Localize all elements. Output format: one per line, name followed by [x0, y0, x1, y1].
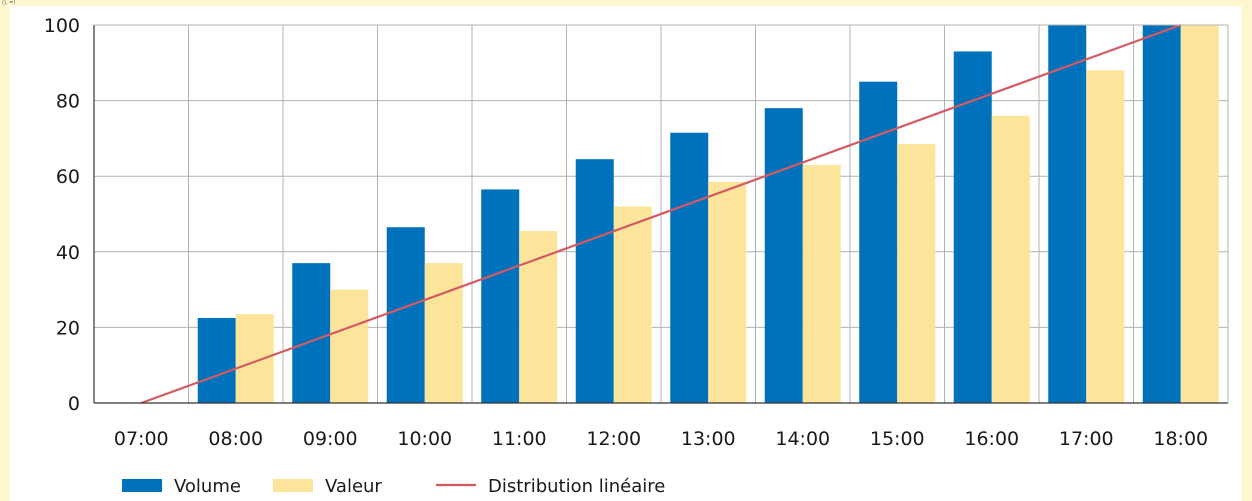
y-tick-label: 100	[44, 15, 80, 37]
bar-valeur-11:00	[519, 231, 558, 403]
legend-label: Volume	[174, 476, 241, 497]
bar-valeur-15:00	[897, 144, 936, 403]
y-tick-labels: 0 20 40 60 80 100	[44, 15, 80, 415]
bar-volume-16:00	[953, 51, 992, 404]
bar-volume-17:00	[1048, 25, 1087, 403]
bar-volume-18:00	[1142, 25, 1181, 403]
legend: Volume Valeur Distribution linéaire	[122, 476, 665, 497]
y-tick-label: 60	[56, 166, 80, 188]
x-tick-label: 07:00	[114, 428, 169, 450]
y-tick-label: 0	[68, 393, 80, 415]
legend-label: Distribution linéaire	[488, 476, 665, 497]
y-tick-label: 80	[56, 91, 80, 113]
bar-volume-10:00	[386, 227, 425, 403]
x-tick-label: 16:00	[964, 428, 1019, 450]
x-tick-label: 08:00	[208, 428, 263, 450]
bar-valeur-17:00	[1086, 70, 1125, 404]
x-tick-label: 15:00	[870, 428, 925, 450]
bar-valeur-18:00	[1180, 25, 1219, 403]
x-tick-label: 11:00	[492, 428, 547, 450]
bar-volume-11:00	[481, 189, 520, 403]
bar-valeur-10:00	[424, 263, 463, 403]
line-layer	[140, 23, 1182, 405]
x-tick-label: 09:00	[303, 428, 358, 450]
bar-valeur-13:00	[708, 181, 747, 403]
x-tick-label: 10:00	[397, 428, 452, 450]
bar-volume-12:00	[575, 159, 614, 403]
bar-volume-09:00	[292, 263, 331, 403]
x-tick-label: 14:00	[775, 428, 830, 450]
line-distribution-lineaire	[140, 23, 1182, 405]
grid-layer	[94, 24, 1228, 403]
x-tick-label: 18:00	[1153, 428, 1208, 450]
legend-swatch-valeur	[273, 479, 313, 492]
bar-valeur-12:00	[613, 206, 652, 403]
x-tick-label: 13:00	[681, 428, 736, 450]
axis-layer	[93, 24, 1229, 404]
bar-valeur-16:00	[991, 115, 1030, 403]
bar-valeur-09:00	[330, 289, 369, 403]
corner-label: (), =)	[2, 0, 16, 6]
y-tick-label: 40	[56, 242, 80, 264]
bar-valeur-08:00	[235, 314, 274, 403]
x-tick-labels: 07:00 08:00 09:00 10:00 11:00 12:00 13:00 14:00…	[114, 428, 1208, 450]
legend-label: Valeur	[325, 476, 382, 497]
bar-volume-08:00	[197, 317, 236, 403]
x-tick-label: 12:00	[586, 428, 641, 450]
y-tick-label: 20	[56, 317, 80, 339]
x-tick-label: 17:00	[1059, 428, 1114, 450]
bar-volume-14:00	[764, 108, 803, 403]
bar-volume-13:00	[670, 132, 709, 404]
legend-swatch-volume	[122, 479, 162, 492]
bar-valeur-14:00	[802, 164, 841, 403]
bar-layer	[197, 25, 1219, 404]
